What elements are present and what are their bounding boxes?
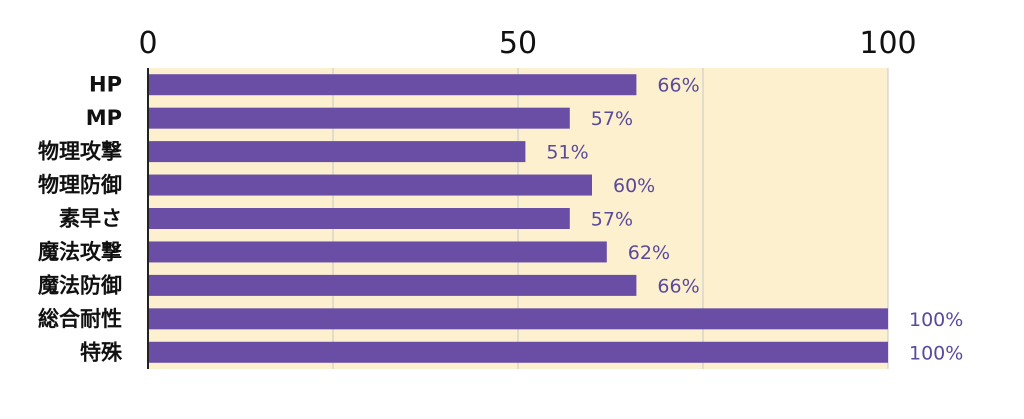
data-label: 57%	[591, 209, 633, 231]
x-tick-label: 50	[499, 26, 537, 61]
category-label: 物理攻撃	[38, 140, 122, 164]
data-label: 66%	[657, 75, 699, 97]
category-label: HP	[89, 73, 122, 97]
data-label: 100%	[909, 309, 963, 331]
bar	[148, 74, 637, 96]
bar	[148, 107, 570, 129]
data-label: 100%	[909, 342, 963, 364]
x-axis-ticks: 0 50 100	[138, 26, 916, 61]
data-label: 57%	[591, 108, 633, 130]
data-label: 66%	[657, 275, 699, 297]
category-label: MP	[86, 106, 122, 130]
data-label: 60%	[613, 175, 655, 197]
x-tick-label: 100	[859, 26, 916, 61]
bar	[148, 174, 592, 196]
category-label: 物理防御	[38, 173, 122, 197]
category-label: 特殊	[80, 340, 123, 364]
bar	[148, 341, 888, 363]
bar	[148, 141, 526, 163]
category-label: 素早さ	[59, 207, 122, 231]
bar	[148, 308, 888, 330]
data-labels: 66%57%51%60%57%62%66%100%100%	[546, 75, 963, 365]
data-label: 62%	[628, 242, 670, 264]
bar	[148, 208, 570, 229]
bar	[148, 274, 637, 296]
x-tick-label: 0	[138, 26, 157, 61]
category-label: 魔法攻撃	[38, 240, 122, 264]
bar	[148, 241, 607, 263]
bars	[148, 74, 888, 363]
category-label: 総合耐性	[38, 307, 122, 331]
category-label: 魔法防御	[38, 273, 122, 297]
data-label: 51%	[546, 142, 588, 164]
